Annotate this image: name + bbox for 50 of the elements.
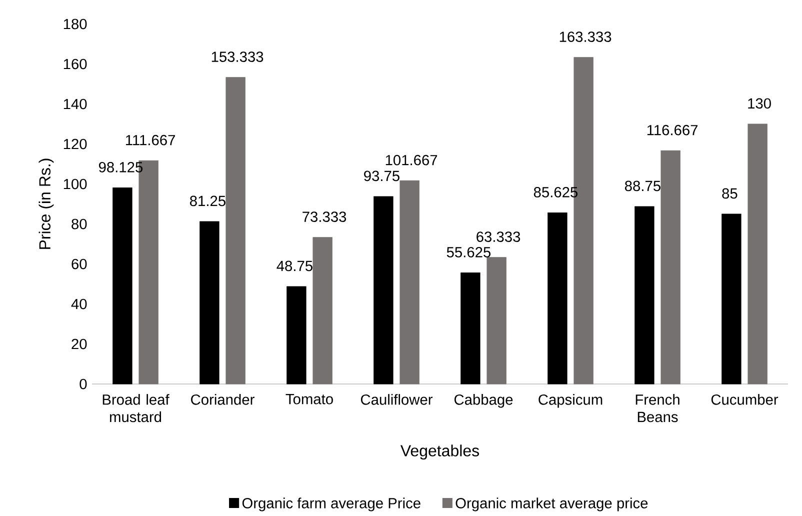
x-tick-label: Cabbage [454,394,513,408]
y-tick-label: 0 [80,379,87,390]
x-tick-label: Broad leaf mustard [102,394,170,422]
y-tick-label: 160 [64,59,87,70]
y-tick-label: 180 [64,19,87,30]
y-tick-label: 140 [64,99,87,110]
x-axis-title: Vegetables [400,444,480,460]
bar [312,237,332,384]
x-tick-label: Tomato [286,394,333,404]
data-label: 63.333 [476,232,520,242]
bar [286,286,306,384]
bar [634,206,654,384]
bar [748,124,768,384]
data-label: 153.333 [212,52,264,62]
y-tick-label: 120 [64,139,87,150]
bar [722,214,742,384]
x-tick-label: Cauliflower [360,394,433,406]
bar [548,212,568,384]
y-tick-label: 80 [72,219,87,230]
data-label: 55.625 [446,247,491,258]
y-tick-label: 60 [72,259,87,270]
data-label: 163.333 [560,32,612,42]
y-tick-label: 100 [64,179,87,190]
bar [112,188,132,384]
bar [226,77,246,384]
x-tick-label: Cucumber [711,394,778,406]
y-tick-label: 20 [72,339,87,350]
data-label: 116.667 [647,125,698,136]
bar [400,180,420,384]
bar [374,196,394,384]
data-label: 93.75 [364,170,400,182]
data-label: 48.75 [276,260,312,272]
data-label: 111.667 [126,135,175,146]
bar [660,150,680,384]
x-tick-label: French Beans [636,394,680,422]
data-label: 130 [748,98,771,109]
x-tick-label: Capsicum [538,394,602,408]
legend-label: Organic market average price [456,498,648,512]
data-label: 85 [722,188,738,199]
legend-label: Organic farm average Price [242,498,420,512]
x-tick-label: Coriander [191,394,254,406]
bar [200,221,220,384]
data-label: 73.333 [302,212,346,222]
data-label: 81.25 [190,196,226,206]
bar [460,272,480,384]
bar [486,257,506,384]
y-axis-title: Price (in Rs.) [38,159,54,250]
data-label: 101.667 [386,155,438,166]
y-tick-label: 40 [71,299,87,310]
data-label: 88.75 [624,180,660,192]
